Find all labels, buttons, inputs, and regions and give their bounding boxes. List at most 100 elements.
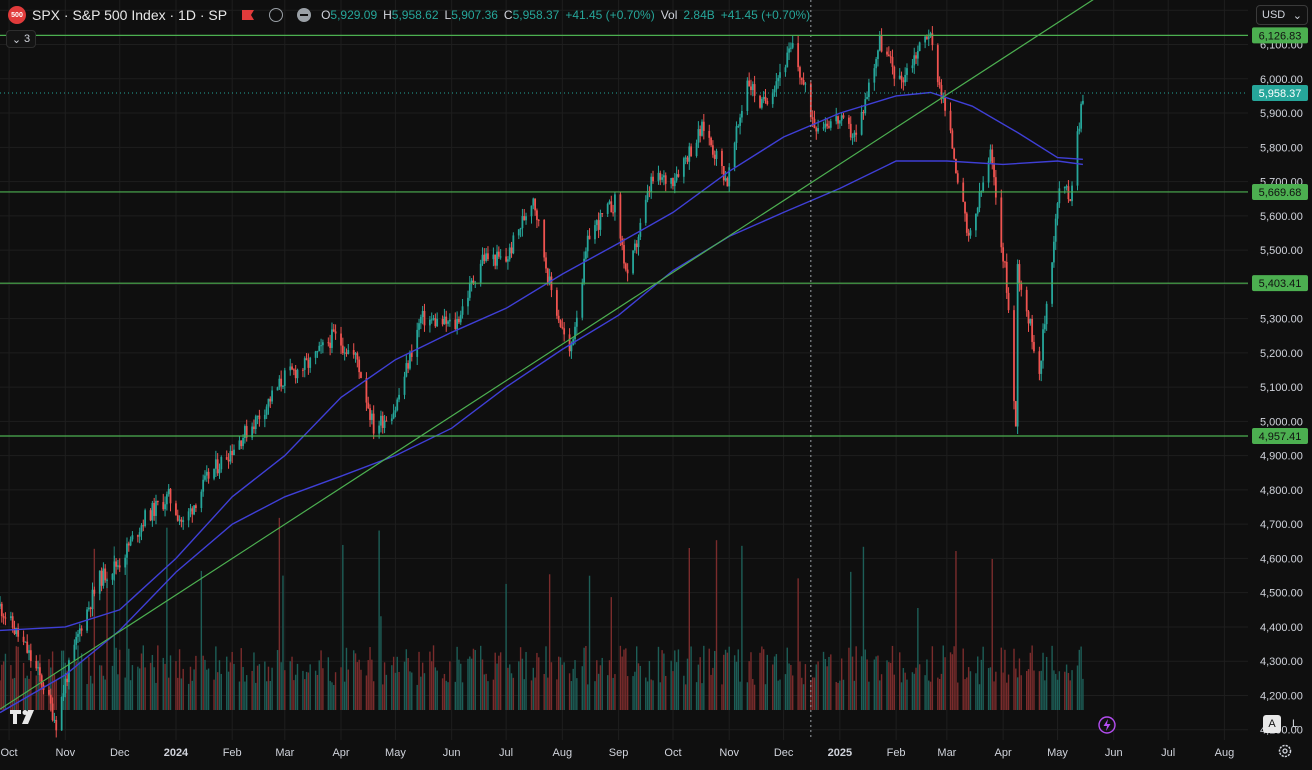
volume-bar: [646, 681, 649, 710]
x-tick-label: Oct: [1, 747, 18, 759]
volume-bar: [1038, 671, 1041, 710]
candle-body: [967, 232, 970, 236]
candle-body: [788, 48, 790, 53]
tradingview-logo-icon[interactable]: [10, 710, 40, 724]
candle-body: [129, 539, 132, 546]
volume-bar: [889, 662, 892, 710]
volume-bar: [276, 650, 279, 710]
candle-body: [811, 117, 814, 119]
visibility-icon[interactable]: [269, 8, 284, 22]
candle-body: [470, 280, 473, 284]
candle-body: [508, 247, 511, 260]
volume-bar: [674, 650, 676, 710]
candle-body: [842, 115, 845, 118]
volume-bar: [663, 653, 665, 710]
candle-body: [269, 398, 272, 402]
candle-body: [9, 616, 12, 618]
last-price-label: 5,958.37: [1259, 88, 1302, 100]
volume-bar: [978, 684, 981, 710]
candle-body: [343, 352, 346, 354]
candle-body: [93, 589, 96, 594]
candle-body: [1013, 310, 1015, 402]
volume-bar: [204, 659, 206, 710]
candle-body: [753, 84, 756, 96]
candle-body: [916, 50, 919, 59]
symbol-title[interactable]: SPX · S&P 500 Index · 1D · SP: [32, 7, 228, 23]
volume-bar: [699, 657, 701, 710]
volume-bar: [456, 646, 458, 710]
indicators-toggle[interactable]: ⌄ 3: [6, 30, 36, 48]
candle-body: [563, 328, 566, 335]
volume-bar: [661, 650, 663, 710]
lightning-icon[interactable]: [1098, 716, 1116, 734]
volume-bar: [813, 677, 816, 710]
candle-body: [900, 75, 903, 81]
candle-body: [487, 253, 489, 260]
remove-icon[interactable]: [297, 8, 312, 22]
candle-body: [227, 459, 230, 462]
x-tick-label: Apr: [995, 747, 1012, 759]
candle-body: [507, 259, 509, 262]
volume-bar: [975, 673, 977, 710]
candle-body: [383, 420, 386, 428]
candle-body: [612, 212, 615, 214]
volume-bar: [683, 675, 685, 710]
candle-body: [416, 329, 419, 357]
volume-bar: [764, 684, 767, 710]
volume-bar: [750, 652, 752, 710]
gear-icon[interactable]: [1277, 743, 1293, 759]
volume-bar: [305, 671, 308, 710]
volume-bar: [1, 664, 3, 710]
candle-body: [225, 457, 228, 460]
volume-bar: [142, 645, 145, 710]
candle-body: [614, 194, 616, 213]
volume-bar: [499, 652, 502, 710]
volume-bar: [126, 559, 128, 710]
candle-body: [802, 80, 805, 85]
candle-body: [205, 471, 208, 476]
volume-bar: [530, 680, 533, 710]
volume-bar: [937, 677, 939, 710]
volume-bar: [80, 653, 83, 710]
candle-body: [142, 525, 145, 527]
candle-body: [167, 488, 170, 495]
volume-bar: [195, 655, 197, 710]
volume-bar: [572, 668, 574, 710]
candle-body: [89, 607, 92, 610]
candle-body: [483, 254, 486, 261]
candle-body: [599, 213, 602, 230]
y-tick-label: 5,100.00: [1260, 382, 1303, 394]
candle-body: [775, 81, 778, 90]
candle-body: [140, 525, 143, 533]
log-scale-button[interactable]: L: [1291, 718, 1299, 730]
candle-body: [570, 344, 573, 352]
candle-body: [347, 350, 350, 354]
candle-body: [1040, 360, 1043, 374]
auto-scale-button[interactable]: A: [1263, 715, 1281, 733]
volume-bar: [37, 675, 39, 710]
candle-body: [715, 150, 718, 159]
symbol-badge[interactable]: 500: [8, 6, 26, 24]
candle-body: [644, 199, 647, 223]
candle-body: [721, 150, 723, 167]
candle-body: [492, 254, 495, 260]
flag-icon[interactable]: [241, 9, 255, 21]
volume-bar: [773, 656, 776, 710]
candle-body: [619, 194, 622, 239]
volume-bar: [240, 648, 242, 710]
volume-bar: [568, 673, 571, 710]
volume-bar: [151, 654, 154, 710]
candle-body: [898, 75, 901, 79]
candle-body: [102, 568, 105, 586]
volume-bar: [128, 648, 130, 710]
currency-select[interactable]: USD ⌄: [1256, 5, 1308, 25]
x-tick-label: Dec: [110, 747, 130, 759]
level-badge: [1252, 427, 1308, 444]
y-tick-label: 4,400.00: [1260, 622, 1303, 634]
volume-bar: [207, 668, 210, 710]
candle-body: [218, 469, 221, 474]
high-label: H: [383, 8, 392, 22]
candle-body: [931, 33, 934, 46]
